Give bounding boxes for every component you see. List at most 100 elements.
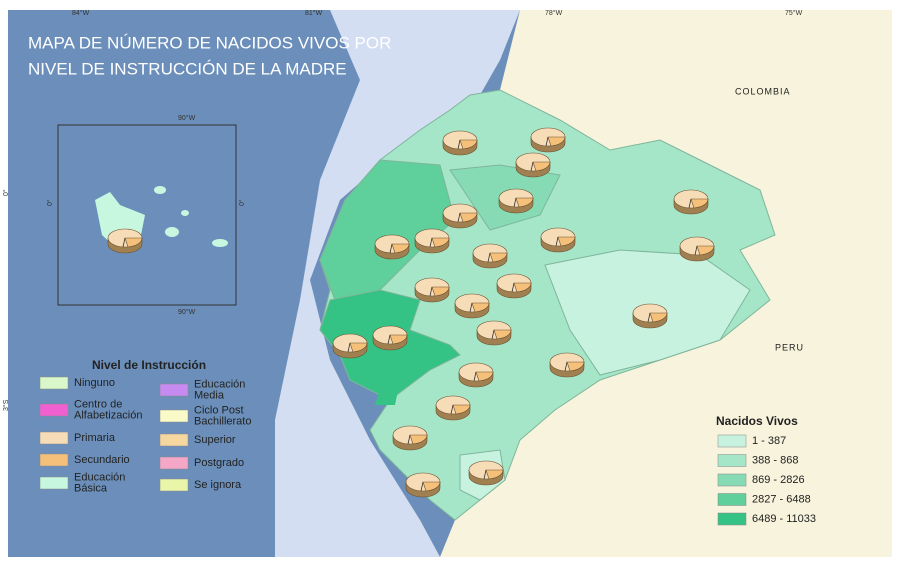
pie-divider [487,252,491,263]
pie-divider [429,286,433,297]
legend-swatch [39,476,69,490]
pie-slice [489,252,508,263]
pie-divider [389,243,393,254]
pie-divider [511,282,515,293]
pie-divider [555,236,559,247]
pie-divider [407,434,411,445]
graticule-label: 84°W [72,9,90,17]
pie-slice [485,469,504,480]
pie-slice [431,286,450,297]
legend-label: Postgrado [194,457,244,469]
pie-slice [515,197,534,208]
legend-swatch [717,473,747,487]
legend-label: Bachillerato [194,415,251,427]
legend-swatch [39,431,69,445]
inset-label: 0° [238,199,246,206]
pie-divider [513,197,517,208]
pie-divider [469,302,473,313]
pie-slice [124,237,143,248]
pie-divider [545,136,549,147]
legend-label: 2827 - 6488 [752,493,811,505]
pie-slice [391,243,410,254]
pie-slice [547,136,566,147]
pie-slice [649,312,668,323]
pie-divider [694,245,698,256]
pie-slice [422,481,441,492]
pie-slice [513,282,532,293]
pie-slice [475,371,494,382]
graticule-label: 81°W [305,9,323,17]
pie-divider [457,139,461,150]
island [375,375,400,405]
inset-label: 90°W [178,308,196,316]
legend-label: 869 - 2826 [752,474,805,486]
legend-label: Primaria [74,432,116,444]
legend-swatch [717,434,747,448]
legend-label: Ninguno [74,377,115,389]
graticule-label: 78°W [545,9,563,17]
inset-island [181,210,189,216]
inset-frame [57,124,237,306]
pie-slice [696,245,715,256]
legend-label: Superior [194,434,236,446]
inset-label: 90°W [178,114,196,122]
pie-divider [473,371,477,382]
legend-label: 388 - 868 [752,454,798,466]
legend-label: Educación [194,378,245,390]
legend-swatch [39,403,69,417]
legend-swatch [717,512,747,526]
legend-title: Nacidos Vivos [716,414,798,428]
pie-slice [532,161,551,172]
pie-slice [431,237,450,248]
legend-swatch [39,376,69,390]
pie-divider [491,329,495,340]
pie-slice [690,198,709,209]
legend-swatch [159,409,189,423]
legend-label: Básica [74,482,108,494]
country-label: COLOMBIA [735,86,791,96]
pie-slice [557,236,576,247]
pie-divider [564,361,568,372]
legend-title: Nivel de Instrucción [92,358,206,372]
inset-island [154,186,166,194]
inset-island [212,239,228,247]
title: NIVEL DE INSTRUCCIÓN DE LA MADRE [28,59,347,78]
legend-label: 1 - 387 [752,435,786,447]
coastal-water [275,10,520,557]
legend-swatch [159,433,189,447]
pie-divider [688,198,692,209]
pie-divider [347,342,351,353]
pie-divider [647,312,651,323]
country-label: PERU [775,342,804,352]
pie-divider [420,481,424,492]
graticule-label: 0° [2,189,10,196]
pie-slice [409,434,428,445]
legend-swatch [717,454,747,467]
graticule-label: 3°S [2,399,10,411]
legend-label: 6489 - 11033 [752,513,816,525]
legend-label: Alfabetización [74,409,143,421]
pie-divider [122,237,126,248]
legend-label: Media [194,389,225,401]
legend-swatch [159,456,189,470]
inset-island [165,227,179,237]
pie-divider [530,161,534,172]
pie-slice [452,404,471,415]
pie-divider [429,237,433,248]
pie-slice [493,329,512,340]
title: MAPA DE NÚMERO DE NACIDOS VIVOS POR [28,33,391,52]
graticule-label: 75°W [785,9,803,17]
pie-divider [450,404,454,415]
legend-swatch [717,493,747,506]
pie-slice [459,212,478,223]
pie-slice [471,302,490,313]
pie-slice [349,342,368,353]
legend-label: Ciclo Post [194,404,244,416]
pie-slice [389,334,408,345]
inset-label: 0° [46,199,54,206]
pie-divider [483,469,487,480]
neighbor-land [440,10,892,557]
legend-label: Centro de [74,398,122,410]
pie-divider [457,212,461,223]
